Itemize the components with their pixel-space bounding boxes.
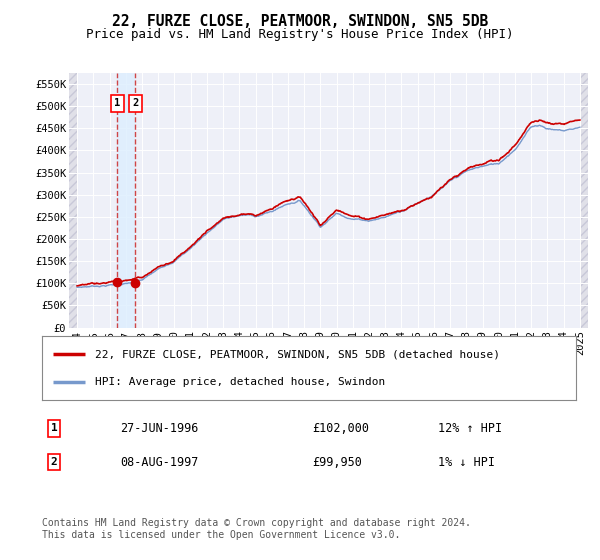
- Text: 2: 2: [50, 457, 58, 467]
- Text: £99,950: £99,950: [312, 455, 362, 469]
- Text: 08-AUG-1997: 08-AUG-1997: [120, 455, 199, 469]
- Text: 1: 1: [115, 99, 121, 109]
- Text: 1: 1: [50, 423, 58, 433]
- Text: 27-JUN-1996: 27-JUN-1996: [120, 422, 199, 435]
- Bar: [69, 73, 77, 328]
- Text: 2: 2: [133, 99, 139, 109]
- Text: Contains HM Land Registry data © Crown copyright and database right 2024.
This d: Contains HM Land Registry data © Crown c…: [42, 518, 471, 540]
- Bar: [580, 73, 588, 328]
- Text: HPI: Average price, detached house, Swindon: HPI: Average price, detached house, Swin…: [95, 377, 386, 388]
- Text: £102,000: £102,000: [312, 422, 369, 435]
- Text: 22, FURZE CLOSE, PEATMOOR, SWINDON, SN5 5DB: 22, FURZE CLOSE, PEATMOOR, SWINDON, SN5 …: [112, 14, 488, 29]
- Text: 12% ↑ HPI: 12% ↑ HPI: [438, 422, 502, 435]
- Text: 22, FURZE CLOSE, PEATMOOR, SWINDON, SN5 5DB (detached house): 22, FURZE CLOSE, PEATMOOR, SWINDON, SN5 …: [95, 349, 500, 359]
- Text: 1% ↓ HPI: 1% ↓ HPI: [438, 455, 495, 469]
- Bar: [118, 73, 136, 328]
- Text: Price paid vs. HM Land Registry's House Price Index (HPI): Price paid vs. HM Land Registry's House …: [86, 28, 514, 41]
